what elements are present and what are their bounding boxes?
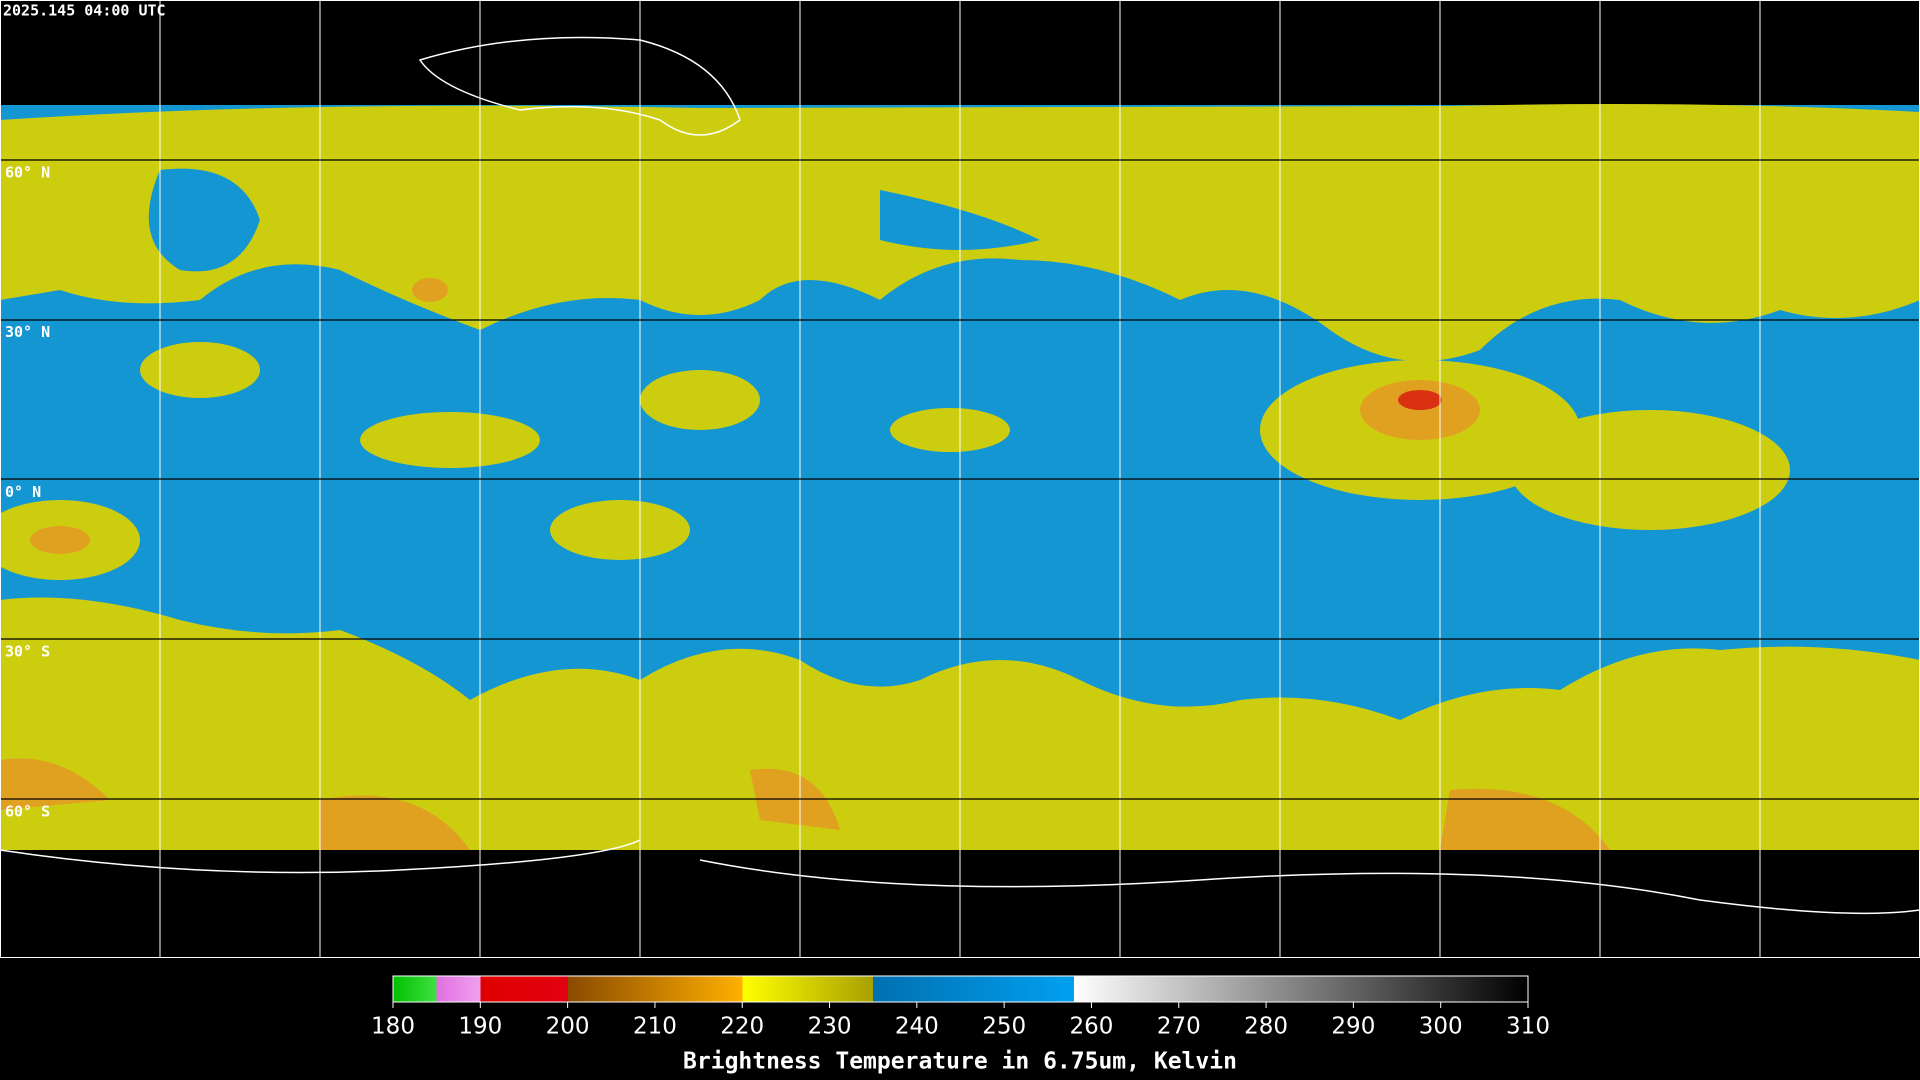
timestamp: 2025.145 04:00 UTC [3, 2, 166, 20]
colorbar-tick-label: 210 [633, 1014, 677, 1040]
colorbar-tick-label: 270 [1157, 1014, 1201, 1040]
colorbar-tick-label: 250 [982, 1014, 1026, 1040]
colorbar-tick-label: 200 [546, 1014, 590, 1040]
latitude-label: 30° S [5, 643, 50, 661]
colorbar-tick-label: 180 [371, 1014, 415, 1040]
latitude-label: 60° N [5, 164, 50, 182]
colorbar-tick-label: 280 [1244, 1014, 1288, 1040]
colorbar-title: Brightness Temperature in 6.75um, Kelvin [683, 1049, 1237, 1075]
latitude-grid [0, 159, 1920, 800]
latitude-label: 30° N [5, 323, 50, 341]
latitude-label: 60° S [5, 802, 50, 820]
colorbar-tick-label: 230 [808, 1014, 852, 1040]
colorbar-tick-label: 220 [720, 1014, 764, 1040]
colorbar-ticks: 180 190 200 210 220 230 240 250 260 270 280 290 300 3… [371, 1002, 1550, 1040]
colorbar-tick-label: 290 [1331, 1014, 1375, 1040]
colorbar-tick-label: 260 [1070, 1014, 1114, 1040]
colorbar [392, 975, 1529, 1003]
tropical-convection [0, 278, 1790, 580]
colorbar-tick-label: 240 [895, 1014, 939, 1040]
colorbar-tick-label: 300 [1419, 1014, 1463, 1040]
latitude-label: 0° N [5, 483, 41, 501]
colorbar-tick-label: 310 [1506, 1014, 1550, 1040]
latitude-labels: 60° N 30° N 0° N 30° S 60° S [5, 164, 50, 821]
colorbar-tick-label: 190 [458, 1014, 502, 1040]
